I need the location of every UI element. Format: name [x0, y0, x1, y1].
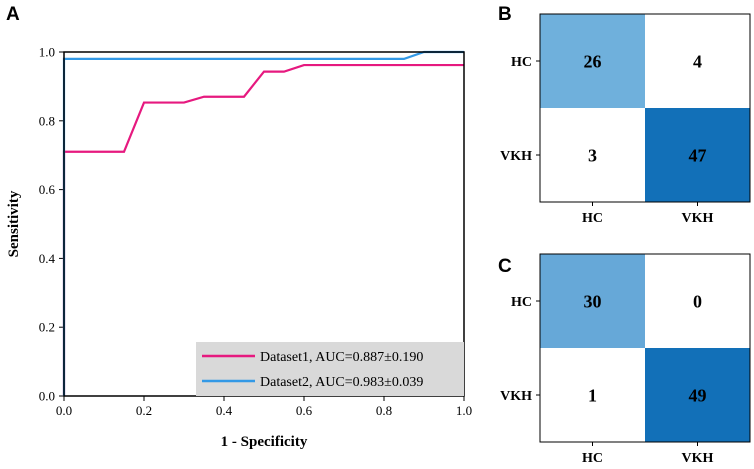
y-tick-label: 0.4: [39, 251, 56, 266]
y-tick-label: 1.0: [39, 45, 55, 60]
cm-cell-value: 26: [584, 52, 602, 72]
y-tick-label: 0.0: [39, 389, 55, 404]
legend-box: [196, 342, 464, 396]
cm-cell: [645, 14, 750, 108]
cm-frame: [539, 253, 751, 443]
cm-col-label: VKH: [682, 451, 714, 466]
cm-col-label: HC: [582, 211, 603, 226]
cm-row-label: HC: [511, 55, 532, 70]
cm-cell-value: 0: [693, 292, 702, 312]
cm-row-label: HC: [511, 295, 532, 310]
panel-label-c: C: [498, 256, 512, 277]
confusion-matrix-b: 26 4 3 47 HC VKH HC VKH: [500, 13, 751, 226]
y-tick-label: 0.2: [39, 320, 55, 335]
legend-label-dataset2: Dataset2, AUC=0.983±0.039: [260, 375, 423, 390]
cm-col-label: VKH: [682, 211, 714, 226]
x-tick-label: 0.2: [136, 403, 152, 418]
cm-cell-value: 30: [584, 292, 602, 312]
y-tick-label: 0.6: [39, 182, 56, 197]
cm-cell-value: 47: [689, 146, 707, 166]
legend-label-dataset1: Dataset1, AUC=0.887±0.190: [260, 350, 423, 365]
cm-cell: [540, 348, 645, 442]
cm-cell: [540, 254, 645, 348]
legend: Dataset1, AUC=0.887±0.190 Dataset2, AUC=…: [196, 342, 464, 396]
cm-cell: [645, 108, 750, 202]
cm-cell-value: 3: [588, 146, 597, 166]
cm-row-label: VKH: [500, 389, 532, 404]
x-tick-label: 0.0: [56, 403, 72, 418]
roc-ticks: 0.0 0.2 0.4 0.6 0.8 1.0 0.0 0.2 0.4 0.6 0.8 1.0: [39, 45, 472, 419]
cm-col-label: HC: [582, 451, 603, 466]
x-tick-label: 0.8: [376, 403, 392, 418]
y-tick-label: 0.8: [39, 113, 55, 128]
cm-cell-value: 4: [693, 52, 702, 72]
confusion-matrix-c: 30 0 1 49 HC VKH HC VKH: [500, 253, 751, 466]
y-axis-label: Sensitivity: [6, 190, 22, 257]
roc-chart: 0.0 0.2 0.4 0.6 0.8 1.0 0.0 0.2 0.4 0.6 0.8 1.0 1 -…: [6, 45, 472, 451]
panel-label-a: A: [6, 4, 20, 25]
cm-cell: [645, 348, 750, 442]
cm-cell-value: 49: [689, 386, 707, 406]
cm-cell: [645, 254, 750, 348]
x-axis-label: 1 - Specificity: [221, 434, 308, 450]
cm-row-label: VKH: [500, 149, 532, 164]
cm-cell: [540, 108, 645, 202]
x-tick-label: 0.4: [216, 403, 233, 418]
x-tick-label: 0.6: [296, 403, 313, 418]
x-tick-label: 1.0: [456, 403, 472, 418]
cm-cell-value: 1: [588, 386, 597, 406]
roc-series-line-dataset1: [62, 63, 464, 396]
cm-frame: [539, 13, 751, 203]
cm-cell: [540, 14, 645, 108]
panel-label-b: B: [498, 4, 512, 25]
